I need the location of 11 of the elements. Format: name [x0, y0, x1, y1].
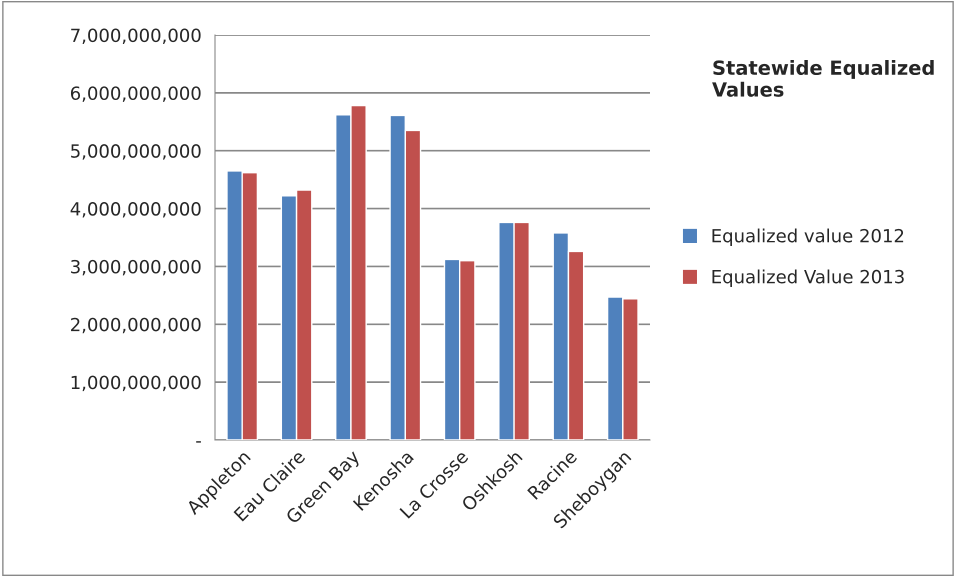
y-tick-label: -	[196, 441, 201, 443]
y-tick-label: 1,000,000,000	[72, 376, 201, 392]
y-tick-label: 6,000,000,000	[70, 86, 201, 102]
y-tick-label: 4,000,000,000	[70, 202, 201, 218]
y-tick-label: 3,000,000,000	[71, 260, 201, 276]
legend-label: Equalized value 2012	[712, 228, 904, 246]
legend-label: Equalized Value 2013	[712, 269, 904, 287]
y-tick-label: 7,000,000,000	[71, 28, 201, 44]
y-tick-label: 2,000,000,000	[71, 318, 201, 334]
y-tick-label: 5,000,000,000	[71, 144, 201, 160]
text: Statewide Equalized Values	[712, 60, 934, 97]
